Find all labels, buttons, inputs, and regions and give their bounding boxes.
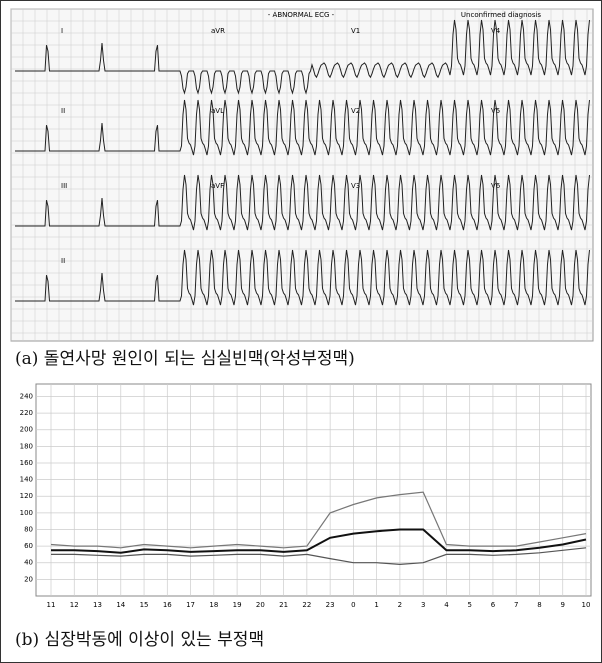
- y-tick-label: 240: [20, 392, 33, 400]
- x-tick-label: 21: [279, 601, 288, 609]
- x-tick-label: 7: [514, 601, 518, 609]
- x-tick-label: 8: [537, 601, 541, 609]
- x-tick-label: 11: [47, 601, 56, 609]
- x-tick-label: 19: [233, 601, 242, 609]
- trend-chart: 2040608010012014016018020022024011121314…: [1, 1, 601, 662]
- y-tick-label: 100: [20, 509, 33, 517]
- x-tick-label: 3: [421, 601, 425, 609]
- y-tick-label: 180: [20, 442, 33, 450]
- x-tick-label: 1: [374, 601, 378, 609]
- x-tick-label: 2: [398, 601, 402, 609]
- y-tick-label: 140: [20, 476, 33, 484]
- y-tick-label: 20: [24, 575, 33, 583]
- x-tick-label: 16: [163, 601, 172, 609]
- y-tick-label: 80: [24, 525, 33, 533]
- plot-area: [36, 384, 591, 596]
- x-tick-label: 17: [186, 601, 195, 609]
- y-tick-label: 40: [24, 559, 33, 567]
- x-tick-label: 4: [444, 601, 449, 609]
- x-tick-label: 6: [491, 601, 496, 609]
- x-tick-label: 18: [209, 601, 218, 609]
- x-tick-label: 5: [467, 601, 471, 609]
- y-tick-label: 60: [24, 542, 33, 550]
- figure: - ABNORMAL ECG -Unconfirmed diagnosisIaV…: [0, 0, 602, 663]
- x-tick-label: 12: [70, 601, 79, 609]
- x-tick-label: 13: [93, 601, 102, 609]
- x-tick-label: 0: [351, 601, 355, 609]
- y-tick-label: 200: [20, 426, 33, 434]
- y-tick-label: 220: [20, 409, 33, 417]
- caption-b: (b) 심장박동에 이상이 있는 부정맥: [15, 625, 264, 650]
- x-tick-label: 20: [256, 601, 265, 609]
- y-tick-label: 120: [20, 492, 33, 500]
- caption-a: (a) 돌연사망 원인이 되는 심실빈맥(악성부정맥): [15, 344, 355, 369]
- x-tick-label: 10: [582, 601, 591, 609]
- x-tick-label: 23: [326, 601, 335, 609]
- y-tick-label: 160: [20, 459, 33, 467]
- x-tick-label: 22: [302, 601, 311, 609]
- x-tick-label: 14: [116, 601, 125, 609]
- x-tick-label: 9: [561, 601, 565, 609]
- x-tick-label: 15: [140, 601, 149, 609]
